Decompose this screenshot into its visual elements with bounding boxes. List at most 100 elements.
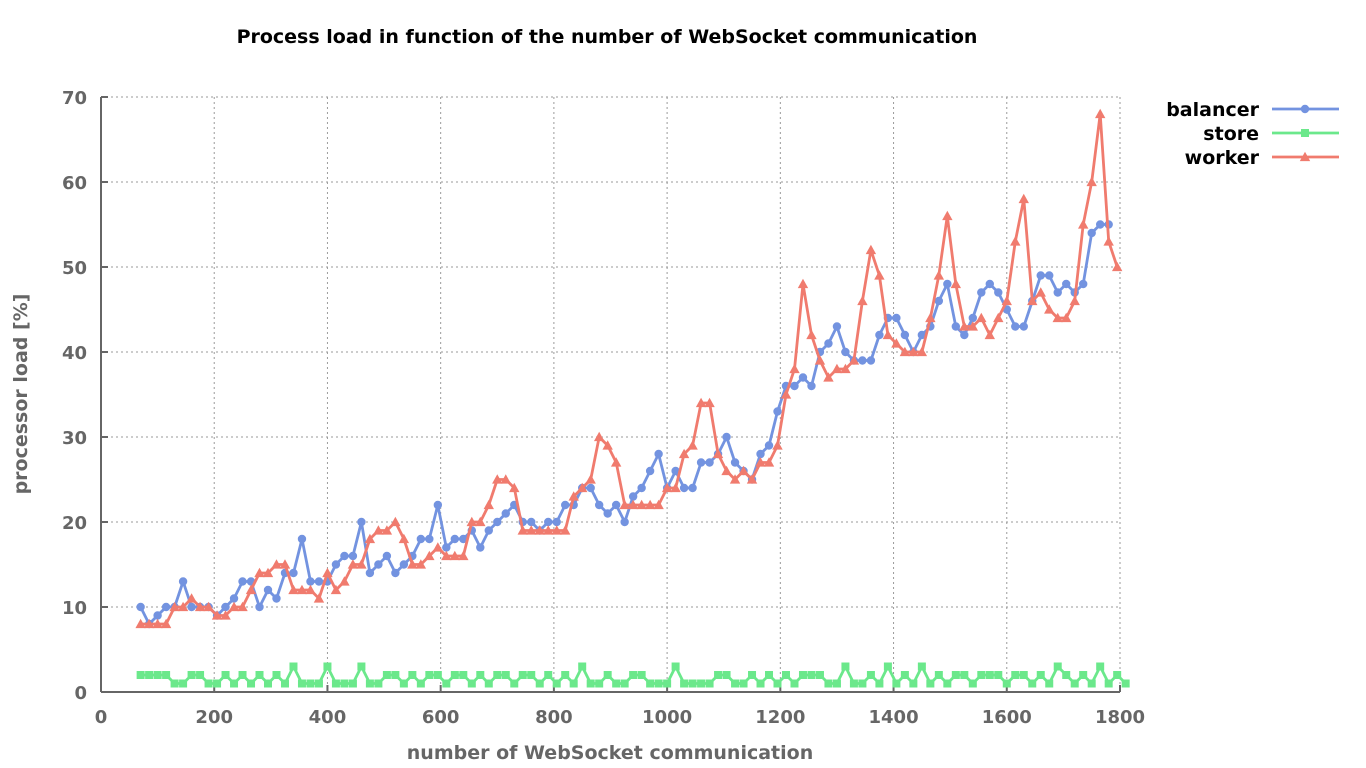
data-point-store: [230, 679, 239, 688]
data-point-worker: [882, 329, 894, 340]
y-tick-label: 0: [74, 683, 87, 704]
data-point-worker: [610, 457, 622, 467]
data-point-worker: [245, 584, 257, 595]
data-point-store: [306, 679, 315, 688]
data-point-balancer: [238, 577, 247, 586]
data-point-store: [323, 662, 332, 671]
data-point-worker: [993, 312, 1004, 323]
x-tick-label: 600: [422, 707, 460, 728]
data-point-worker: [1027, 295, 1038, 306]
data-point-worker: [695, 397, 707, 408]
data-point-balancer: [594, 500, 604, 510]
data-point-worker: [1001, 295, 1012, 306]
data-point-balancer: [229, 594, 239, 603]
data-point-balancer: [977, 288, 986, 297]
data-point-balancer: [374, 560, 383, 569]
data-point-balancer: [1095, 220, 1105, 229]
data-point-balancer: [671, 466, 680, 476]
data-point-store: [765, 671, 774, 679]
y-tick-label: 40: [62, 343, 87, 364]
data-point-worker: [449, 550, 461, 561]
data-point-store: [518, 671, 527, 679]
data-point-store: [1036, 671, 1045, 679]
y-tick-label: 20: [62, 513, 87, 534]
data-point-worker: [186, 593, 197, 603]
x-tick-label: 1200: [755, 707, 805, 728]
data-point-worker: [500, 474, 511, 484]
data-point-worker: [942, 210, 953, 221]
y-tick-label: 70: [62, 88, 87, 109]
data-point-worker: [704, 397, 715, 408]
data-point-balancer: [951, 322, 961, 331]
data-point-worker: [865, 244, 877, 255]
data-point-store: [535, 679, 544, 688]
x-tick-label: 200: [195, 707, 233, 728]
data-point-worker: [483, 499, 494, 510]
data-point-balancer: [1062, 279, 1071, 289]
data-point-store: [781, 671, 790, 679]
data-point-worker: [237, 601, 248, 612]
data-point-store: [841, 662, 850, 671]
data-point-worker: [262, 567, 274, 578]
data-point-worker: [908, 346, 919, 357]
data-point-worker: [976, 312, 987, 323]
data-point-store: [1062, 671, 1071, 679]
data-point-store: [620, 679, 629, 688]
data-point-balancer: [476, 543, 485, 552]
data-point-store: [374, 679, 383, 688]
data-point-worker: [568, 491, 579, 501]
data-point-store: [170, 679, 179, 688]
data-point-store: [569, 679, 578, 688]
data-point-balancer: [900, 330, 910, 340]
data-point-store: [272, 671, 281, 679]
data-point-worker: [415, 559, 427, 569]
data-point-worker: [806, 329, 817, 340]
data-point-worker: [177, 601, 189, 612]
data-point-balancer: [628, 492, 638, 501]
data-point-worker: [398, 533, 410, 544]
data-point-worker: [967, 321, 979, 331]
data-point-balancer: [391, 568, 400, 578]
data-point-store: [731, 679, 740, 688]
legend-entry-balancer: balancer: [1166, 99, 1339, 121]
data-point-balancer: [450, 534, 460, 544]
data-point-balancer: [340, 551, 349, 561]
data-point-store: [264, 679, 273, 688]
data-point-balancer: [832, 322, 842, 331]
data-point-store: [586, 679, 595, 688]
data-point-store: [348, 679, 357, 688]
data-point-store: [510, 679, 519, 688]
data-point-balancer: [722, 432, 731, 442]
data-point-worker: [1044, 304, 1055, 314]
data-point-worker: [424, 550, 435, 561]
x-tick-label: 1000: [642, 707, 692, 728]
data-point-store: [739, 679, 748, 688]
data-point-worker: [330, 584, 342, 595]
data-point-store: [459, 671, 468, 679]
data-point-worker: [619, 499, 630, 510]
data-point-worker: [560, 525, 571, 535]
data-point-balancer: [365, 568, 375, 578]
data-point-store: [1121, 679, 1130, 688]
data-point-balancer: [1045, 271, 1054, 280]
tick-labels: 0 200 400 600 800 1000 1200 1400 1600 1800 0 10 20 30…: [62, 88, 1145, 728]
data-point-worker: [543, 525, 554, 535]
data-point-store: [391, 671, 400, 679]
data-point-store: [612, 679, 621, 688]
series-line-worker: [140, 112, 1119, 626]
data-point-store: [1045, 679, 1054, 688]
data-point-balancer: [425, 534, 434, 544]
data-point-balancer: [416, 534, 426, 544]
data-point-balancer: [442, 543, 451, 552]
data-point-worker: [780, 389, 792, 399]
data-point-store: [416, 679, 425, 688]
data-point-store: [603, 671, 612, 679]
data-point-store: [467, 679, 476, 688]
data-point-worker: [950, 278, 962, 289]
data-point-balancer: [1019, 322, 1028, 331]
data-point-worker: [407, 559, 418, 569]
data-point-store: [663, 679, 672, 688]
series-group: [135, 108, 1130, 688]
data-point-worker: [848, 355, 860, 365]
data-point-worker: [390, 516, 401, 527]
